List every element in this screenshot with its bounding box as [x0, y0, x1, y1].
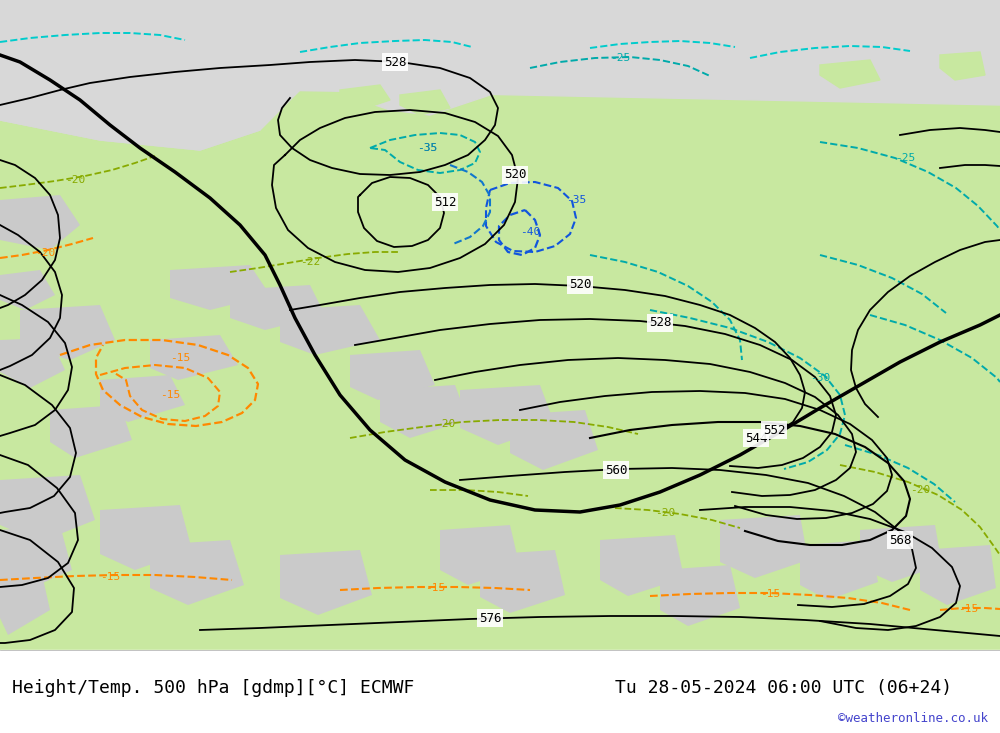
Polygon shape [50, 405, 132, 458]
Text: -20: -20 [35, 248, 55, 258]
Text: -35: -35 [566, 195, 586, 205]
Polygon shape [150, 335, 238, 380]
Polygon shape [510, 410, 598, 470]
Polygon shape [600, 535, 684, 596]
Text: ©weatheronline.co.uk: ©weatheronline.co.uk [838, 712, 988, 724]
Text: -40: -40 [520, 227, 540, 237]
Polygon shape [940, 52, 985, 80]
Text: -15: -15 [100, 572, 120, 582]
Text: -15: -15 [425, 583, 445, 593]
Polygon shape [0, 650, 1000, 733]
Text: -15: -15 [760, 589, 780, 599]
Text: 576: 576 [479, 611, 501, 625]
Text: -25: -25 [610, 53, 630, 63]
Polygon shape [580, 50, 660, 85]
Polygon shape [920, 545, 996, 605]
Polygon shape [380, 385, 468, 438]
Polygon shape [0, 525, 72, 592]
Polygon shape [0, 270, 55, 310]
Polygon shape [820, 60, 880, 88]
Polygon shape [0, 565, 50, 635]
Text: -35: -35 [417, 143, 437, 153]
Text: Tu 28-05-2024 06:00 UTC (06+24): Tu 28-05-2024 06:00 UTC (06+24) [615, 679, 952, 697]
Polygon shape [0, 338, 65, 388]
Polygon shape [440, 525, 520, 585]
Text: 512: 512 [434, 196, 456, 208]
Text: 520: 520 [504, 169, 526, 182]
Text: 528: 528 [649, 317, 671, 330]
Polygon shape [100, 375, 185, 422]
Polygon shape [800, 540, 878, 600]
Polygon shape [0, 0, 1000, 650]
Polygon shape [400, 90, 450, 115]
Text: -15: -15 [160, 390, 180, 400]
Text: -30: -30 [810, 373, 830, 383]
Text: 568: 568 [889, 534, 911, 547]
Text: 520: 520 [569, 279, 591, 292]
Polygon shape [20, 305, 115, 360]
Polygon shape [280, 550, 372, 615]
Text: -20: -20 [655, 508, 675, 518]
Polygon shape [460, 385, 555, 445]
Polygon shape [100, 505, 192, 570]
Polygon shape [340, 85, 390, 110]
Polygon shape [660, 565, 740, 626]
Polygon shape [150, 540, 244, 605]
Text: 544: 544 [745, 432, 767, 444]
Polygon shape [480, 550, 565, 613]
Polygon shape [860, 525, 942, 582]
Polygon shape [0, 0, 1000, 90]
Polygon shape [340, 60, 500, 115]
Polygon shape [350, 350, 435, 400]
Text: Height/Temp. 500 hPa [gdmp][°C] ECMWF: Height/Temp. 500 hPa [gdmp][°C] ECMWF [12, 679, 414, 697]
Text: 528: 528 [384, 56, 406, 68]
Text: -20: -20 [65, 175, 85, 185]
Polygon shape [280, 305, 380, 355]
Text: 560: 560 [605, 463, 627, 476]
Polygon shape [0, 475, 95, 542]
Text: -22: -22 [300, 257, 320, 267]
Polygon shape [0, 0, 300, 150]
Text: 552: 552 [763, 424, 785, 436]
Text: -15: -15 [170, 353, 190, 363]
Text: -15: -15 [958, 604, 978, 614]
Polygon shape [0, 0, 1000, 150]
Polygon shape [920, 30, 1000, 68]
Text: -20: -20 [910, 485, 930, 495]
Polygon shape [0, 195, 80, 250]
Text: -25: -25 [895, 153, 915, 163]
Text: -35: -35 [417, 143, 437, 153]
Polygon shape [230, 285, 325, 330]
Polygon shape [680, 42, 760, 78]
Text: -20: -20 [435, 419, 455, 429]
Polygon shape [720, 515, 808, 578]
Polygon shape [820, 40, 910, 70]
Polygon shape [170, 265, 270, 310]
